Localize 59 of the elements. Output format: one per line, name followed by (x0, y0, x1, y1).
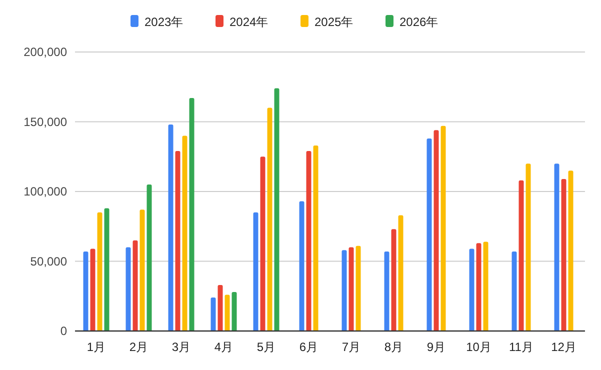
bar (83, 251, 88, 331)
bar (342, 250, 347, 331)
bar (253, 212, 258, 331)
bar (348, 247, 354, 331)
legend-label: 2026年 (400, 15, 438, 29)
bar (384, 251, 390, 331)
bar (260, 156, 266, 331)
bar (398, 215, 404, 331)
x-tick-label: 8月 (384, 340, 404, 354)
bar (146, 184, 152, 331)
x-tick-label: 2月 (129, 340, 148, 354)
bar (218, 284, 223, 331)
x-tick-label: 9月 (426, 340, 446, 354)
legend-label: 2024年 (230, 15, 268, 29)
legend-label: 2023年 (144, 15, 184, 29)
y-tick-label: 150,000 (24, 114, 68, 129)
bar (274, 88, 280, 331)
x-tick-label: 10月 (466, 340, 492, 354)
x-tick-label: 4月 (214, 340, 234, 354)
bar (210, 298, 216, 331)
y-tick-label: 50,000 (30, 254, 68, 268)
bar (182, 136, 188, 331)
x-tick-label: 12月 (551, 340, 576, 354)
bar (356, 246, 361, 331)
bar (189, 98, 194, 331)
bar (526, 164, 531, 331)
bar (483, 242, 488, 331)
bar (554, 164, 560, 331)
bar (90, 248, 96, 331)
x-tick-label: 3月 (172, 340, 191, 354)
bar (140, 210, 145, 331)
bar (104, 208, 110, 331)
x-tick-label: 6月 (299, 340, 318, 354)
x-tick-label: 1月 (86, 340, 106, 354)
bar (168, 124, 174, 331)
y-tick-label: 100,000 (24, 184, 68, 198)
bar (391, 229, 396, 331)
bar (97, 212, 102, 331)
bar (126, 247, 131, 331)
bar (434, 130, 439, 331)
bar (476, 243, 482, 331)
bar (469, 248, 474, 331)
bar (426, 138, 432, 331)
x-tick-label: 7月 (342, 340, 361, 354)
bar (175, 151, 180, 331)
bar (132, 240, 138, 331)
bar (568, 170, 574, 331)
legend-label: 2025年 (314, 15, 354, 29)
bar (267, 108, 272, 331)
y-tick-label: 0 (60, 324, 68, 338)
bar (440, 126, 446, 331)
bar (512, 251, 517, 331)
y-tick-label: 200,000 (24, 45, 68, 59)
x-tick-label: 11月 (509, 340, 534, 354)
bar (561, 178, 566, 331)
bar (518, 180, 524, 331)
x-tick-label: 5月 (256, 340, 276, 354)
bar (232, 292, 237, 331)
bar (224, 294, 230, 331)
